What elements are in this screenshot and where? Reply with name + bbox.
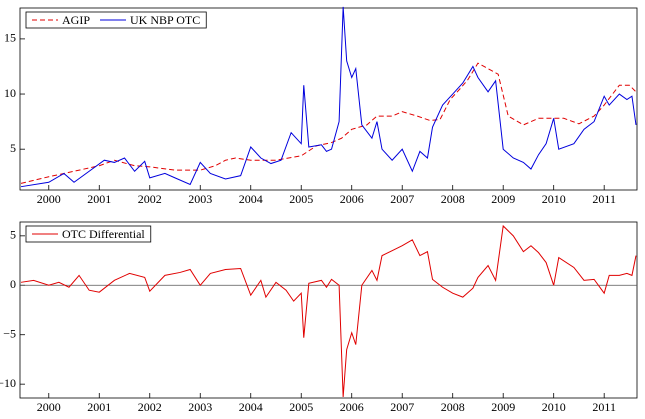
legend: AGIP UK NBP OTC (25, 11, 207, 29)
x-tick-label: 2007 (390, 192, 414, 206)
x-tick-label: 2001 (87, 400, 111, 414)
x-tick-label: 2006 (340, 400, 364, 414)
x-tick-label: 2003 (188, 192, 212, 206)
plot-frame (19, 221, 638, 399)
x-tick-label: 2011 (592, 400, 616, 414)
y-tick-label: 5 (10, 141, 16, 155)
y-tick-label: −10 (0, 376, 16, 390)
x-tick-label: 2004 (239, 192, 263, 206)
x-tick-label: 2010 (542, 400, 566, 414)
legend-label: AGIP (62, 13, 90, 27)
x-tick-label: 2008 (441, 192, 465, 206)
y-tick-label: 0 (10, 277, 16, 291)
y-tick-label: 5 (10, 228, 16, 242)
x-tick-label: 2003 (188, 400, 212, 414)
panel: 2000 2001 2002 2003 2004 2005 2006 2007 2008 2009… (0, 221, 638, 414)
y-tick-label: 10 (4, 86, 16, 100)
series-line (20, 224, 637, 398)
y-tick-label: 15 (4, 31, 16, 45)
x-tick-label: 2000 (37, 192, 61, 206)
x-tick-label: 2005 (289, 192, 313, 206)
series-line (20, 62, 637, 184)
x-tick-label: 2010 (542, 192, 566, 206)
panel: 2000 2001 2002 2003 2004 2005 2006 2007 2008 2009… (4, 6, 638, 206)
x-tick-label: 2002 (138, 400, 162, 414)
x-tick-label: 2000 (37, 400, 61, 414)
x-tick-label: 2009 (491, 400, 515, 414)
x-tick-label: 2007 (390, 400, 414, 414)
x-tick-label: 2008 (441, 400, 465, 414)
legend-label: OTC Differential (62, 227, 145, 241)
x-tick-label: 2001 (87, 192, 111, 206)
series-line (20, 6, 637, 188)
x-tick-label: 2005 (289, 400, 313, 414)
x-tick-label: 2006 (340, 192, 364, 206)
legend-label: UK NBP OTC (130, 13, 200, 27)
legend-box (25, 225, 152, 243)
y-tick-label: −5 (3, 326, 16, 340)
x-tick-label: 2002 (138, 192, 162, 206)
x-tick-label: 2011 (592, 192, 616, 206)
x-tick-label: 2004 (239, 400, 263, 414)
legend: OTC Differential (25, 225, 152, 243)
plot-frame (19, 7, 638, 191)
x-tick-label: 2009 (491, 192, 515, 206)
